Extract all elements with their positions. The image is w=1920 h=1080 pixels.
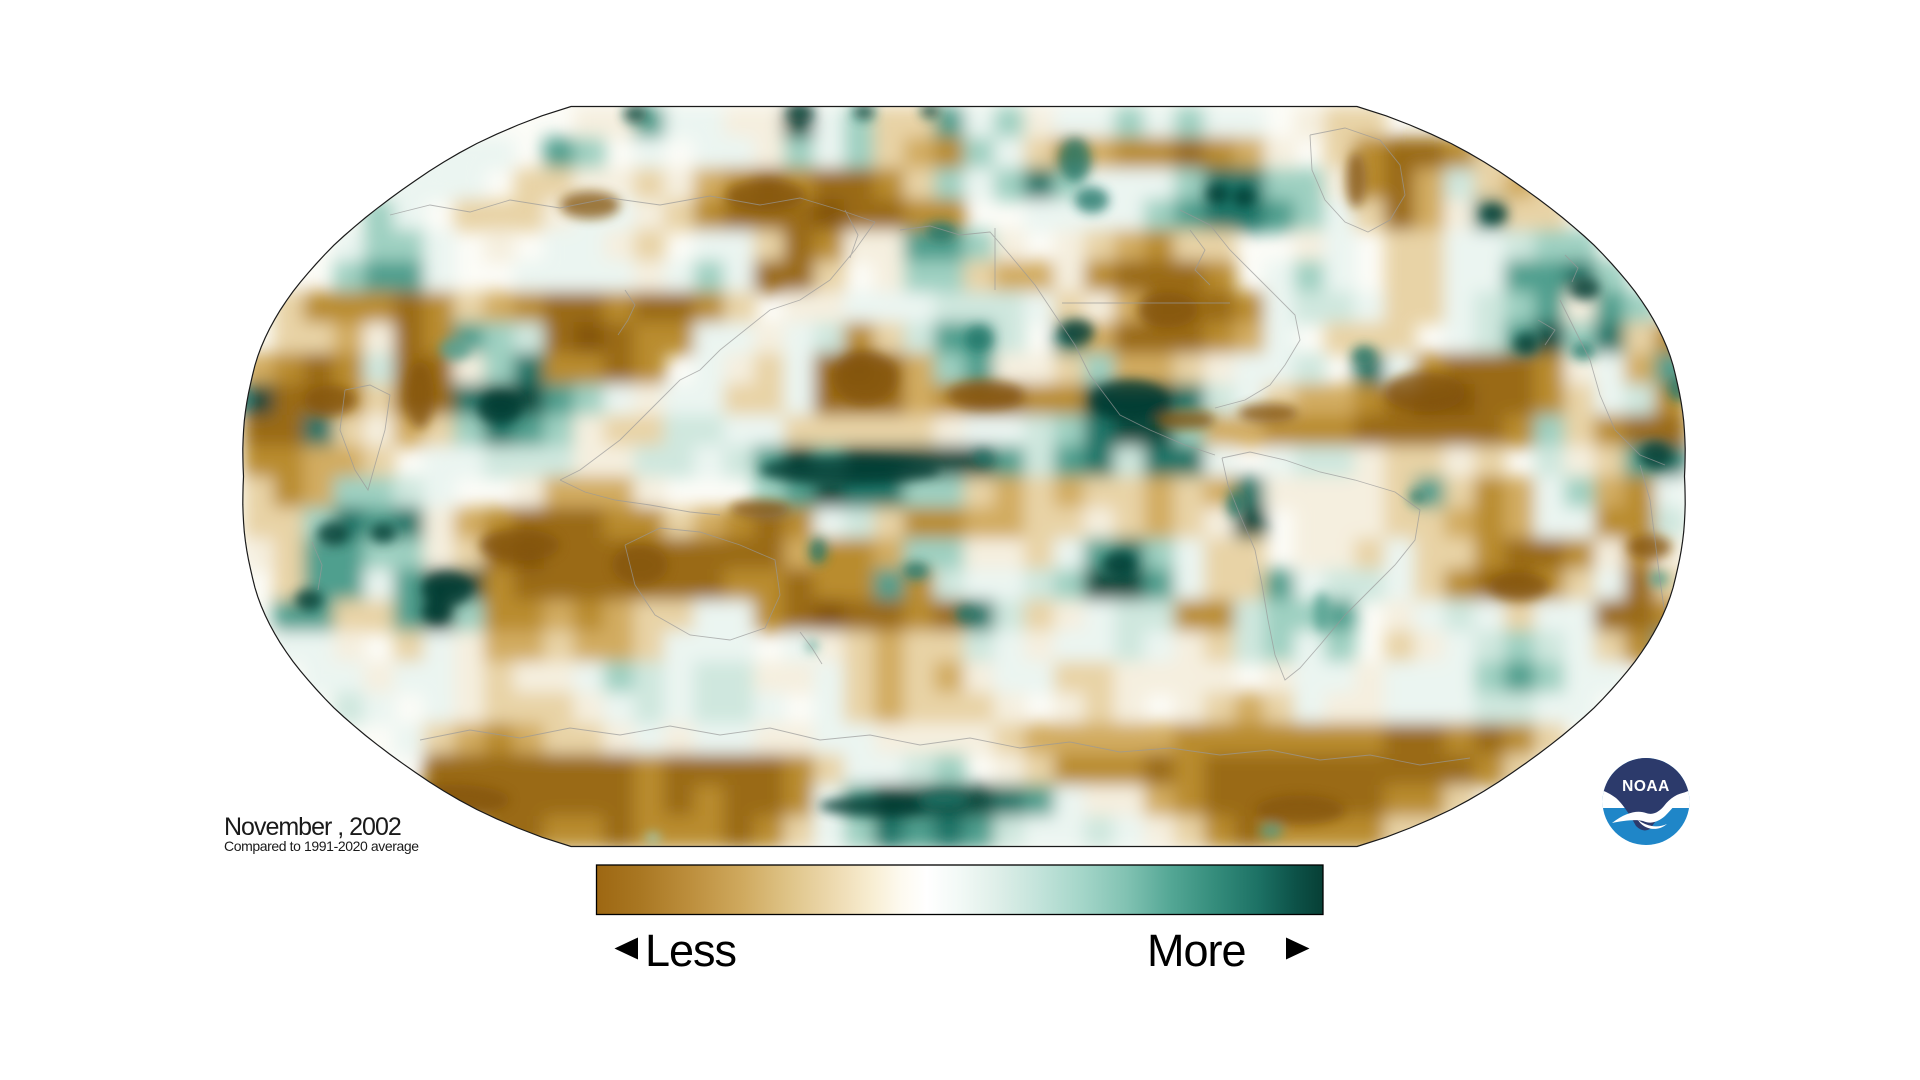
svg-text:NOAA: NOAA: [1622, 778, 1670, 795]
